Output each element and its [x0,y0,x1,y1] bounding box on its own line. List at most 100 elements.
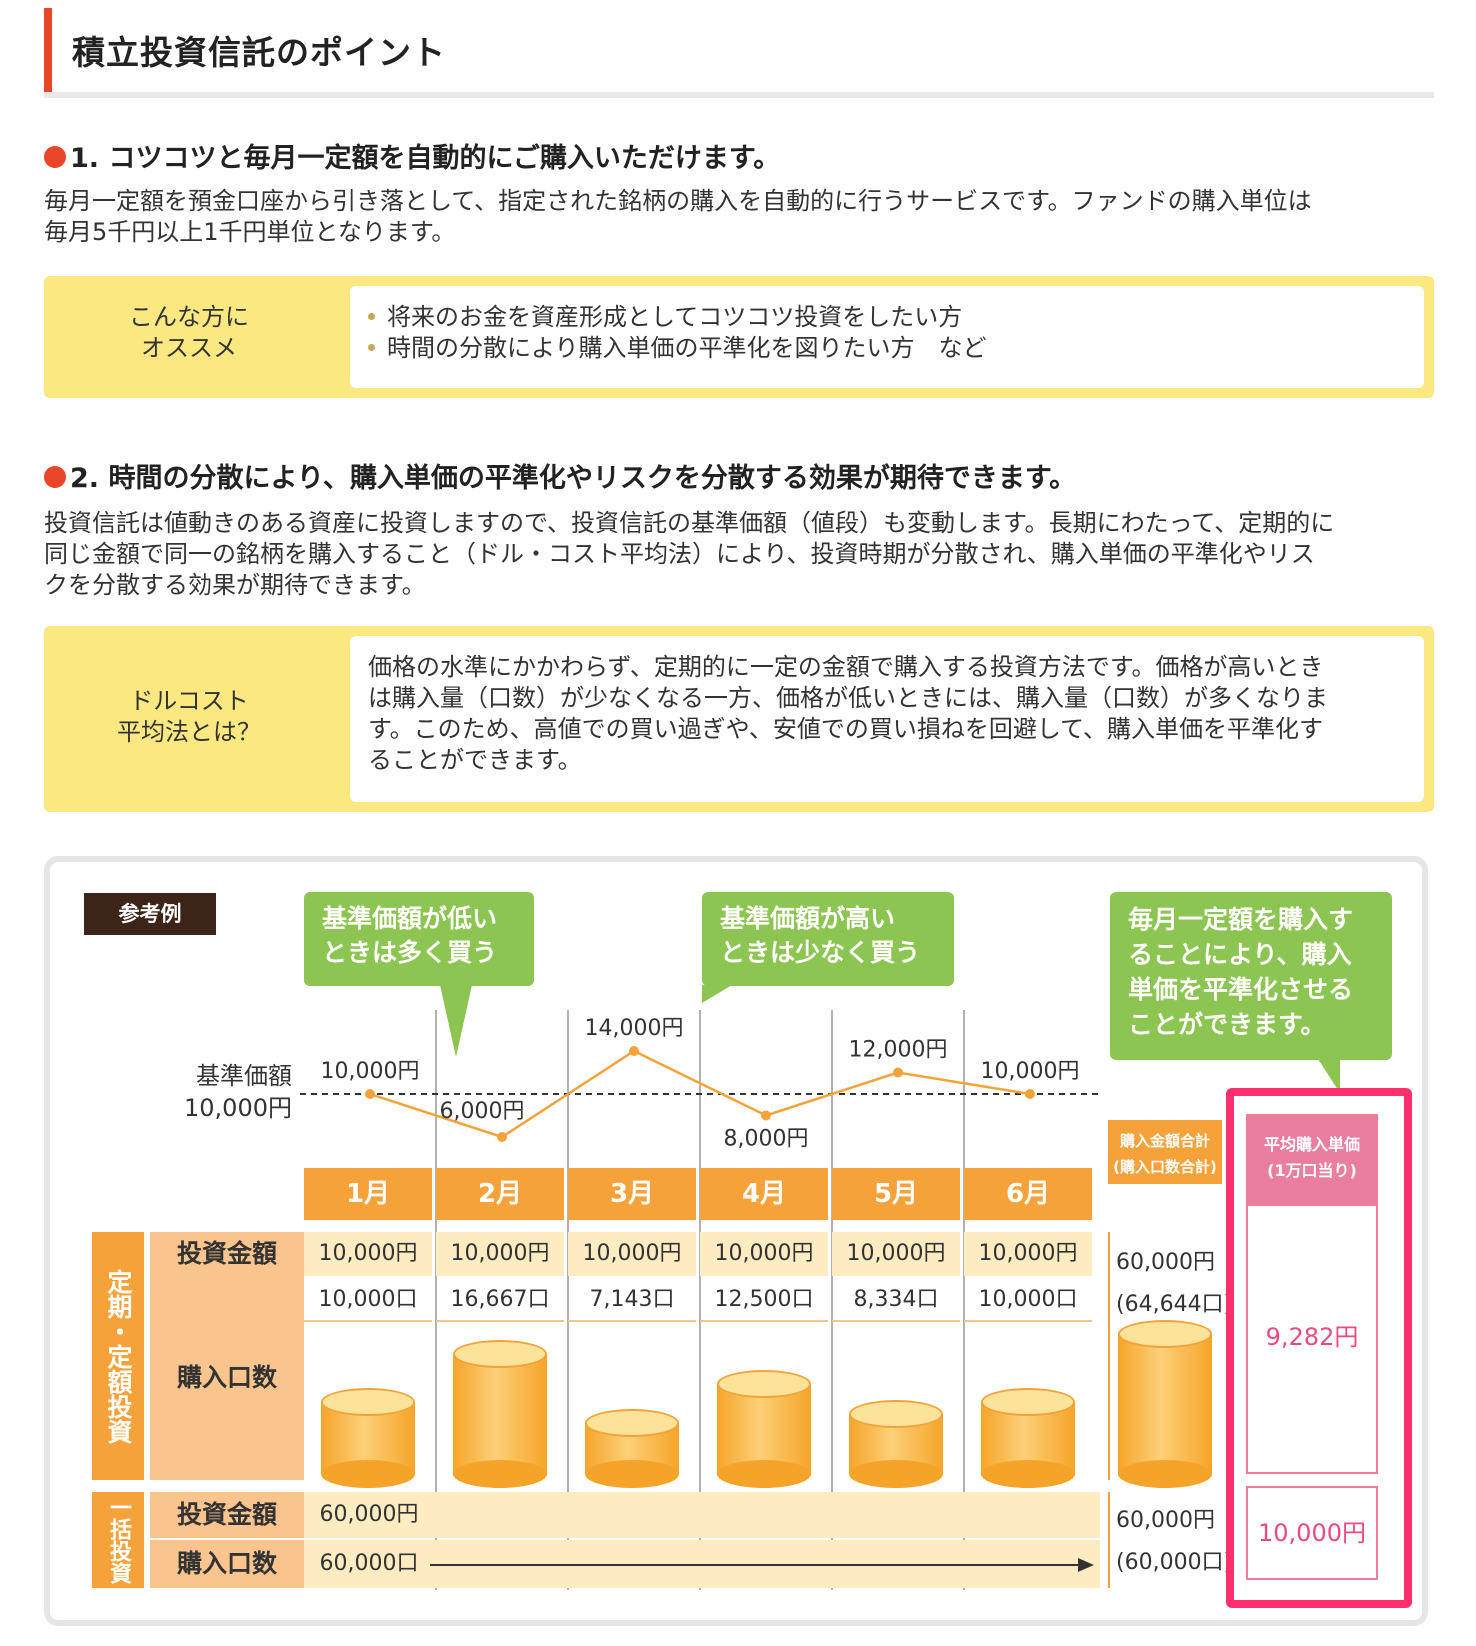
recommend-item-text: 時間の分散により購入単価の平準化を図りたい方 など [387,334,987,362]
page-title: 積立投資信託のポイント [72,33,446,72]
dollar-cost-text-line: 価格の水準にかかわらず、定期的に一定の金額で購入する投資方法です。価格が高いとき [368,653,1324,681]
section2-body-line: 投資信託は値動きのある資産に投資しますので、投資信託の基準価額（値段）も変動しま… [44,509,1335,537]
month-header: 4月 [700,1168,828,1220]
callout-line: ときは少なく買う [720,938,921,967]
price-label: 8,000円 [724,1127,809,1152]
price-point [497,1132,507,1142]
base-price-title: 基準価額 [196,1062,292,1090]
lump-investment-value: 60,000円 [319,1502,419,1527]
month-header: 6月 [964,1168,1092,1220]
total-cell-lump: 60,000円 (60,000口) [1108,1492,1233,1588]
recommend-label-line: オススメ [141,334,237,362]
total-amount: 60,000円 [1116,1250,1215,1275]
month-header: 3月 [568,1168,696,1220]
price-point [893,1067,903,1078]
total-amount: 60,000円 [1116,1508,1215,1533]
investment-cell: 10,000円 [700,1232,828,1276]
total-units: (64,644口) [1116,1292,1233,1317]
average-highlight-frame [1226,1088,1412,1608]
callout-high-price: 基準価額が高い ときは少なく買う [702,892,954,986]
dollar-cost-label: ドルコスト 平均法とは？ [84,686,294,748]
arrow-icon [430,1558,1094,1572]
units-cell: 7,143口 [568,1280,696,1322]
units-cell: 12,500口 [700,1280,828,1322]
price-line [369,1049,1031,1139]
section1-heading-text: 1. コツコツと毎月一定額を自動的にご購入いただけます。 [70,143,781,174]
callout-line: ことができます。 [1128,1010,1326,1039]
month-header: 1月 [304,1168,432,1220]
section2-heading-text: 2. 時間の分散により、購入単価の平準化やリスクを分散する効果が期待できます。 [70,463,1077,494]
group-lump-sum-label: 一括投資 [92,1492,144,1588]
callout-line: ることにより、購入 [1128,940,1352,969]
recommend-item: 時間の分散により購入単価の平準化を図りたい方 など [350,333,1424,364]
lump-units-label: 購入口数 [150,1540,304,1588]
average-header: 平均購入単価 (1万口当り) [1246,1114,1378,1206]
section1-body: 毎月一定額を預金口座から引き落として、指定された銘柄の購入を自動的に行うサービス… [44,186,1434,248]
dollar-cost-content: 価格の水準にかかわらず、定期的に一定の金額で購入する投資方法です。価格が高いとき… [350,636,1424,802]
investment-cell: 10,000円 [568,1232,696,1276]
recommend-box: こんな方に オススメ 将来のお金を資産形成としてコツコツ投資をしたい方 時間の分… [44,276,1434,398]
recommend-label-line: こんな方に [129,303,249,331]
callout-low-price: 基準価額が低い ときは多く買う [304,892,534,986]
section1-body-line: 毎月5千円以上1千円単位となります。 [44,218,456,246]
base-price-label: 基準価額 10,000円 [172,1060,292,1124]
month-header: 5月 [832,1168,960,1220]
callout-line: 基準価額が高い [720,904,896,933]
total-header: 購入金額合計 (購入口数合計) [1108,1120,1222,1184]
total-units: (60,000口) [1116,1550,1233,1575]
dollar-cost-label-line: 平均法とは？ [117,718,261,746]
dollar-cost-label-line: ドルコスト [129,687,249,715]
recommend-item: 将来のお金を資産形成としてコツコツ投資をしたい方 [350,302,1424,333]
month-header: 2月 [436,1168,564,1220]
callout-line: 基準価額が低い [322,904,498,933]
units-cell: 16,667口 [436,1280,564,1322]
lump-units-value: 60,000口 [319,1551,419,1576]
callout-low-pointer [440,985,472,1057]
total-header-line: 購入金額合計 [1119,1132,1210,1150]
header-accent-bar [44,8,52,92]
price-label: 10,000円 [981,1059,1080,1084]
investment-cell: 10,000円 [964,1232,1092,1276]
section2-body-line: クを分散する効果が期待できます。 [44,571,426,599]
price-label: 6,000円 [440,1099,525,1124]
recommend-label: こんな方に オススメ [84,302,294,364]
units-cell: 10,000口 [304,1280,432,1322]
section1-heading: 1. コツコツと毎月一定額を自動的にご購入いただけます。 [44,136,780,175]
row-units-label: 購入口数 [150,1276,304,1480]
dollar-cost-text-line: は購入量（口数）が少なくなる一方、価格が低いときには、購入量（口数）が多くなりま [368,684,1328,712]
callout-average-pointer [1318,1059,1340,1093]
lump-investment-label: 投資金額 [150,1492,304,1538]
price-point [761,1110,771,1121]
lump-investment-row [304,1492,1100,1538]
row-investment-label: 投資金額 [150,1232,304,1276]
recommend-content: 将来のお金を資産形成としてコツコツ投資をしたい方 時間の分散により購入単価の平準… [350,286,1424,388]
dollar-cost-text-line: ることができます。 [368,746,582,774]
reference-tag: 参考例 [84,893,216,935]
callout-average: 毎月一定額を購入す ることにより、購入 単価を平準化させる ことができます。 [1110,892,1392,1060]
average-header-line: (1万口当り) [1267,1161,1357,1180]
callout-high-pointer [702,985,732,1003]
price-point [629,1046,639,1056]
section2-heading: 2. 時間の分散により、購入単価の平準化やリスクを分散する効果が期待できます。 [44,456,1076,495]
dollar-cost-box: ドルコスト 平均法とは？ 価格の水準にかかわらず、定期的に一定の金額で購入する投… [44,626,1434,812]
section2-body-line: 同じ金額で同一の銘柄を購入すること（ドル・コスト平均法）により、投資時期が分散さ… [44,540,1315,568]
callout-line: 毎月一定額を購入す [1128,905,1354,934]
callout-line: ときは多く買う [322,938,498,967]
bullet-dot-icon [44,146,66,168]
price-label: 14,000円 [585,1016,684,1041]
section2-body: 投資信託は値動きのある資産に投資しますので、投資信託の基準価額（値段）も変動しま… [44,508,1434,601]
bullet-dot-icon [44,466,66,488]
average-header-line: 平均購入単価 [1263,1135,1360,1154]
total-header-line: (購入口数合計) [1113,1158,1217,1176]
price-point [1025,1089,1035,1099]
bullet-icon [368,343,375,351]
investment-cell: 10,000円 [304,1232,432,1276]
price-label: 12,000円 [849,1038,948,1063]
section1-body-line: 毎月一定額を預金口座から引き落として、指定された銘柄の購入を自動的に行うサービス… [44,187,1312,215]
bullet-icon [368,312,375,320]
dollar-cost-text-line: す。このため、高値での買い過ぎや、安値での買い損ねを回避して、購入単価を平準化す [368,715,1323,743]
average-regular-value: 9,282円 [1246,1206,1378,1474]
base-price-value: 10,000円 [184,1094,292,1122]
investment-cell: 10,000円 [436,1232,564,1276]
callout-line: 単価を平準化させる [1128,975,1354,1004]
